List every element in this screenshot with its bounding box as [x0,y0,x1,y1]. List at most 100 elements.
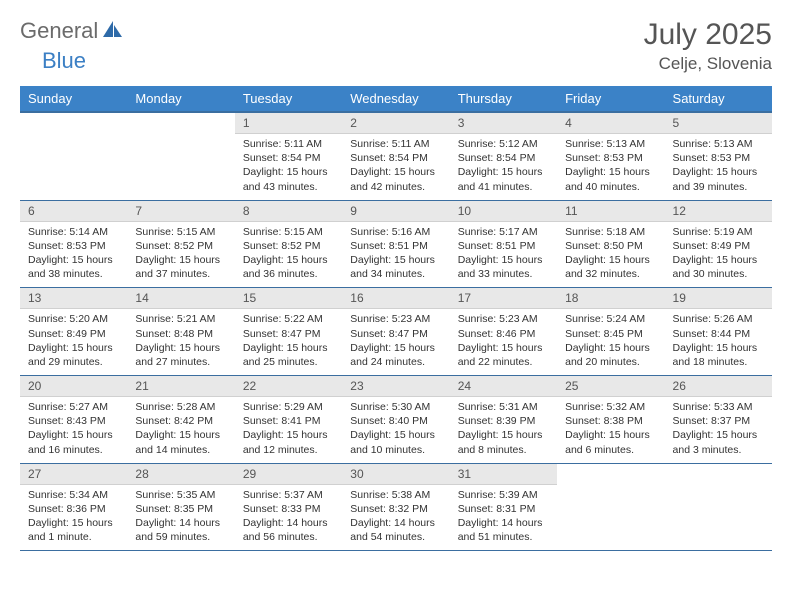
day-body: Sunrise: 5:14 AMSunset: 8:53 PMDaylight:… [20,222,127,288]
sunset-text: Sunset: 8:33 PM [243,502,334,516]
sunset-text: Sunset: 8:47 PM [243,327,334,341]
day-body: Sunrise: 5:13 AMSunset: 8:53 PMDaylight:… [557,134,664,200]
calendar-day: 24Sunrise: 5:31 AMSunset: 8:39 PMDayligh… [450,376,557,464]
sunset-text: Sunset: 8:43 PM [28,414,119,428]
day-number: 23 [342,376,449,397]
day-number: 12 [665,201,772,222]
sunrise-text: Sunrise: 5:33 AM [673,400,764,414]
sunset-text: Sunset: 8:32 PM [350,502,441,516]
calendar-day [665,463,772,551]
daylight-text: Daylight: 14 hours and 59 minutes. [135,516,226,544]
day-body: Sunrise: 5:29 AMSunset: 8:41 PMDaylight:… [235,397,342,463]
calendar-day: 8Sunrise: 5:15 AMSunset: 8:52 PMDaylight… [235,200,342,288]
day-body: Sunrise: 5:39 AMSunset: 8:31 PMDaylight:… [450,485,557,551]
day-number: 30 [342,464,449,485]
calendar-day: 31Sunrise: 5:39 AMSunset: 8:31 PMDayligh… [450,463,557,551]
calendar-table: SundayMondayTuesdayWednesdayThursdayFrid… [20,86,772,551]
daylight-text: Daylight: 15 hours and 30 minutes. [673,253,764,281]
sunset-text: Sunset: 8:45 PM [565,327,656,341]
day-number: 29 [235,464,342,485]
calendar-day: 1Sunrise: 5:11 AMSunset: 8:54 PMDaylight… [235,112,342,200]
day-number: 10 [450,201,557,222]
daylight-text: Daylight: 15 hours and 1 minute. [28,516,119,544]
calendar-day: 4Sunrise: 5:13 AMSunset: 8:53 PMDaylight… [557,112,664,200]
sunrise-text: Sunrise: 5:23 AM [458,312,549,326]
calendar-day: 29Sunrise: 5:37 AMSunset: 8:33 PMDayligh… [235,463,342,551]
calendar-day: 25Sunrise: 5:32 AMSunset: 8:38 PMDayligh… [557,376,664,464]
day-body: Sunrise: 5:32 AMSunset: 8:38 PMDaylight:… [557,397,664,463]
sunset-text: Sunset: 8:54 PM [458,151,549,165]
calendar-week: 1Sunrise: 5:11 AMSunset: 8:54 PMDaylight… [20,112,772,200]
day-number: 11 [557,201,664,222]
sunrise-text: Sunrise: 5:30 AM [350,400,441,414]
calendar-day: 21Sunrise: 5:28 AMSunset: 8:42 PMDayligh… [127,376,234,464]
daylight-text: Daylight: 15 hours and 8 minutes. [458,428,549,456]
daylight-text: Daylight: 15 hours and 33 minutes. [458,253,549,281]
sunrise-text: Sunrise: 5:38 AM [350,488,441,502]
sunrise-text: Sunrise: 5:13 AM [565,137,656,151]
sunrise-text: Sunrise: 5:28 AM [135,400,226,414]
day-number: 15 [235,288,342,309]
sunrise-text: Sunrise: 5:11 AM [350,137,441,151]
sunset-text: Sunset: 8:47 PM [350,327,441,341]
day-number: 8 [235,201,342,222]
calendar-day [127,112,234,200]
calendar-day: 13Sunrise: 5:20 AMSunset: 8:49 PMDayligh… [20,288,127,376]
sunrise-text: Sunrise: 5:23 AM [350,312,441,326]
calendar-day: 2Sunrise: 5:11 AMSunset: 8:54 PMDaylight… [342,112,449,200]
weekday-header: Tuesday [235,86,342,112]
sunset-text: Sunset: 8:38 PM [565,414,656,428]
day-number: 21 [127,376,234,397]
logo-blue-row: Blue [42,48,86,74]
day-number: 3 [450,113,557,134]
calendar-day [557,463,664,551]
daylight-text: Daylight: 15 hours and 38 minutes. [28,253,119,281]
calendar-day: 9Sunrise: 5:16 AMSunset: 8:51 PMDaylight… [342,200,449,288]
sunrise-text: Sunrise: 5:37 AM [243,488,334,502]
daylight-text: Daylight: 15 hours and 32 minutes. [565,253,656,281]
sunset-text: Sunset: 8:53 PM [565,151,656,165]
day-body: Sunrise: 5:13 AMSunset: 8:53 PMDaylight:… [665,134,772,200]
day-number: 22 [235,376,342,397]
calendar-week: 20Sunrise: 5:27 AMSunset: 8:43 PMDayligh… [20,376,772,464]
sunrise-text: Sunrise: 5:11 AM [243,137,334,151]
day-body: Sunrise: 5:21 AMSunset: 8:48 PMDaylight:… [127,309,234,375]
calendar-day: 22Sunrise: 5:29 AMSunset: 8:41 PMDayligh… [235,376,342,464]
daylight-text: Daylight: 14 hours and 51 minutes. [458,516,549,544]
calendar-week: 27Sunrise: 5:34 AMSunset: 8:36 PMDayligh… [20,463,772,551]
sunrise-text: Sunrise: 5:17 AM [458,225,549,239]
daylight-text: Daylight: 15 hours and 22 minutes. [458,341,549,369]
weekday-header: Thursday [450,86,557,112]
calendar-week: 13Sunrise: 5:20 AMSunset: 8:49 PMDayligh… [20,288,772,376]
day-body: Sunrise: 5:34 AMSunset: 8:36 PMDaylight:… [20,485,127,551]
calendar-day [20,112,127,200]
calendar-day: 28Sunrise: 5:35 AMSunset: 8:35 PMDayligh… [127,463,234,551]
day-number: 25 [557,376,664,397]
sunrise-text: Sunrise: 5:19 AM [673,225,764,239]
daylight-text: Daylight: 15 hours and 20 minutes. [565,341,656,369]
day-number: 9 [342,201,449,222]
sunset-text: Sunset: 8:48 PM [135,327,226,341]
day-body: Sunrise: 5:30 AMSunset: 8:40 PMDaylight:… [342,397,449,463]
calendar-week: 6Sunrise: 5:14 AMSunset: 8:53 PMDaylight… [20,200,772,288]
daylight-text: Daylight: 15 hours and 18 minutes. [673,341,764,369]
calendar-head: SundayMondayTuesdayWednesdayThursdayFrid… [20,86,772,112]
sunset-text: Sunset: 8:51 PM [350,239,441,253]
sunset-text: Sunset: 8:40 PM [350,414,441,428]
day-body: Sunrise: 5:24 AMSunset: 8:45 PMDaylight:… [557,309,664,375]
daylight-text: Daylight: 15 hours and 24 minutes. [350,341,441,369]
header: General July 2025 Celje, Slovenia [20,18,772,74]
daylight-text: Daylight: 15 hours and 27 minutes. [135,341,226,369]
calendar-day: 18Sunrise: 5:24 AMSunset: 8:45 PMDayligh… [557,288,664,376]
sunset-text: Sunset: 8:39 PM [458,414,549,428]
sunset-text: Sunset: 8:35 PM [135,502,226,516]
daylight-text: Daylight: 15 hours and 10 minutes. [350,428,441,456]
daylight-text: Daylight: 15 hours and 40 minutes. [565,165,656,193]
calendar-day: 19Sunrise: 5:26 AMSunset: 8:44 PMDayligh… [665,288,772,376]
sunset-text: Sunset: 8:46 PM [458,327,549,341]
day-number: 28 [127,464,234,485]
sail-icon [102,20,124,43]
sunrise-text: Sunrise: 5:32 AM [565,400,656,414]
calendar-day: 11Sunrise: 5:18 AMSunset: 8:50 PMDayligh… [557,200,664,288]
sunrise-text: Sunrise: 5:20 AM [28,312,119,326]
